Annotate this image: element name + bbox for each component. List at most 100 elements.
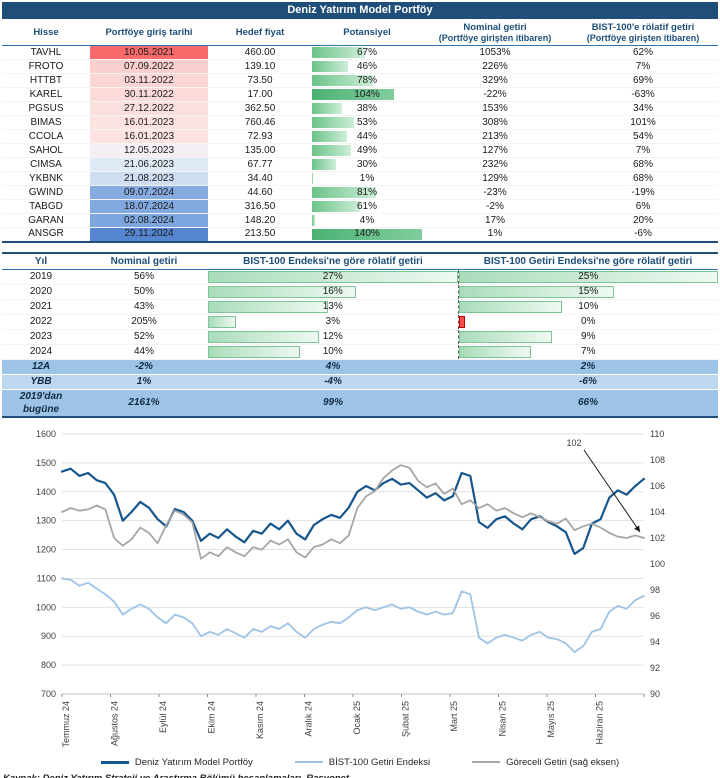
relative-return: 7% [568,59,718,74]
target-price: 460.00 [208,45,312,60]
svg-text:90: 90 [650,689,660,699]
nominal-return: -23% [422,185,568,200]
potential-value: 104% [354,88,380,100]
potential-bar [312,145,351,156]
col-header-nominal-return: Nominal getiri (Portföye girişten itibar… [422,20,568,46]
target-price: 139.10 [208,59,312,74]
target-price: 17.00 [208,87,312,102]
col-header-target-price: Hedef fiyat [208,20,312,46]
col-header-potential: Potansiyel [312,20,422,46]
nominal-return: 329% [422,73,568,88]
svg-text:800: 800 [41,660,56,670]
year-label: 12A [2,359,80,375]
potential-value: 81% [356,186,377,198]
rel-bist-value: 12% [322,331,343,342]
relative-getiri-cell: 66% [458,389,718,417]
svg-text:102: 102 [650,533,665,543]
entry-date: 16.01.2023 [90,115,208,130]
potential-bar [312,187,376,198]
relative-getiri-cell: 15% [457,284,718,300]
rel-getiri-neg-bar [458,315,465,328]
header-line1: BIST-100'e rölatif getiri [591,22,695,33]
legend-item: Deniz Yatırım Model Portföy [100,756,253,768]
potential-cell: 78% [312,73,422,88]
stock-ticker: BIMAS [2,115,90,130]
potential-bar [312,131,347,142]
stock-ticker: TAVHL [2,45,90,60]
relative-return: -6% [568,227,718,242]
portfolio-row: GARAN 02.08.2024 148.20 4% 17% 20% [2,213,718,228]
potential-cell: 4% [312,213,422,228]
nominal-return: 232% [422,157,568,172]
chart-legend: Deniz Yatırım Model Portföy BİST-100 Geti… [2,757,718,768]
rel-getiri-value: 15% [578,286,599,297]
svg-text:110: 110 [650,429,664,439]
relative-bist-cell: 99% [208,389,458,417]
legend-item: BİST-100 Getiri Endeksi [294,757,430,768]
entry-date: 12.05.2023 [90,143,208,158]
svg-text:1400: 1400 [36,486,56,496]
entry-date: 21.08.2023 [90,171,208,186]
rel-getiri-bar [458,330,552,343]
relative-getiri-cell: 10% [457,299,718,315]
header-line2: (Portföye girişten itibaren) [438,33,552,43]
rel-getiri-value: 7% [581,346,596,357]
rel-getiri-bar [458,285,615,298]
potential-cell: 46% [312,59,422,74]
entry-date: 18.07.2024 [90,199,208,214]
legend-label: Deniz Yatırım Model Portföy [134,756,253,768]
nominal-return: -22% [422,87,568,102]
svg-text:Ağustos 24: Ağustos 24 [110,701,120,746]
rel-getiri-value: 2% [580,361,596,372]
annual-returns-table: Yıl Nominal getiri BIST-100 Endeksi'ne g… [2,251,718,418]
portfolio-row: YKBNK 21.08.2023 34.40 1% 129% 68% [2,171,718,186]
relative-return: -63% [568,87,718,102]
target-price: 44.60 [208,185,312,200]
year-label: YBB [2,374,80,390]
year-label: 2020 [2,284,80,300]
stock-ticker: TABGD [2,199,90,214]
rel-bist-value: 3% [325,316,340,327]
svg-text:1000: 1000 [36,602,56,612]
relative-return: 101% [568,115,718,130]
relative-return: -19% [568,185,718,200]
relative-getiri-cell: 0% [457,314,718,330]
entry-date: 27.12.2022 [90,101,208,116]
relative-return: 34% [568,101,718,116]
legend-item: Göreceli Getiri (sağ eksen) [472,757,619,768]
nominal-return: 226% [422,59,568,74]
relative-return: 6% [568,199,718,214]
potential-cell: 53% [312,115,422,130]
portfolio-row: CIMSA 21.06.2023 67.77 30% 232% 68% [2,157,718,172]
rel-bist-value: -4% [324,376,342,387]
portfolio-header-row: Hisse Portföye giriş tarihi Hedef fiyat … [2,20,718,46]
portfolio-table-body: TAVHL 10.05.2021 460.00 67% 1053% 62% FROTO 07.… [2,45,718,242]
svg-text:98: 98 [650,585,660,595]
target-price: 316.50 [208,199,312,214]
nominal-return: 44% [80,344,208,360]
rel-bist-bar [208,270,458,283]
rel-getiri-bar [458,345,532,358]
stock-ticker: GARAN [2,213,90,228]
rel-getiri-value: 9% [581,331,596,342]
col-header-relative-return: BIST-100'e rölatif getiri (Portföye giri… [568,20,718,46]
year-label: 2023 [2,329,80,345]
potential-cell: 104% [312,87,422,102]
relative-return: 20% [568,213,718,228]
potential-value: 61% [356,200,377,212]
target-price: 362.50 [208,101,312,116]
svg-text:Eylül 24: Eylül 24 [158,701,168,733]
col-header-entry-date: Portföye giriş tarihi [90,20,208,46]
portfolio-row: TAVHL 10.05.2021 460.00 67% 1053% 62% [2,45,718,60]
target-price: 73.50 [208,73,312,88]
rel-bist-value: 10% [322,346,343,357]
entry-date: 16.01.2023 [90,129,208,144]
svg-text:1600: 1600 [36,429,56,439]
potential-value: 78% [356,74,377,86]
nominal-return: 205% [80,314,208,330]
target-price: 72.93 [208,129,312,144]
portfolio-row: HTTBT 03.11.2022 73.50 78% 329% 69% [2,73,718,88]
summary-row: YBB 1% -4% -6% [2,374,718,390]
target-price: 67.77 [208,157,312,172]
rel-bist-value: 16% [322,286,343,297]
